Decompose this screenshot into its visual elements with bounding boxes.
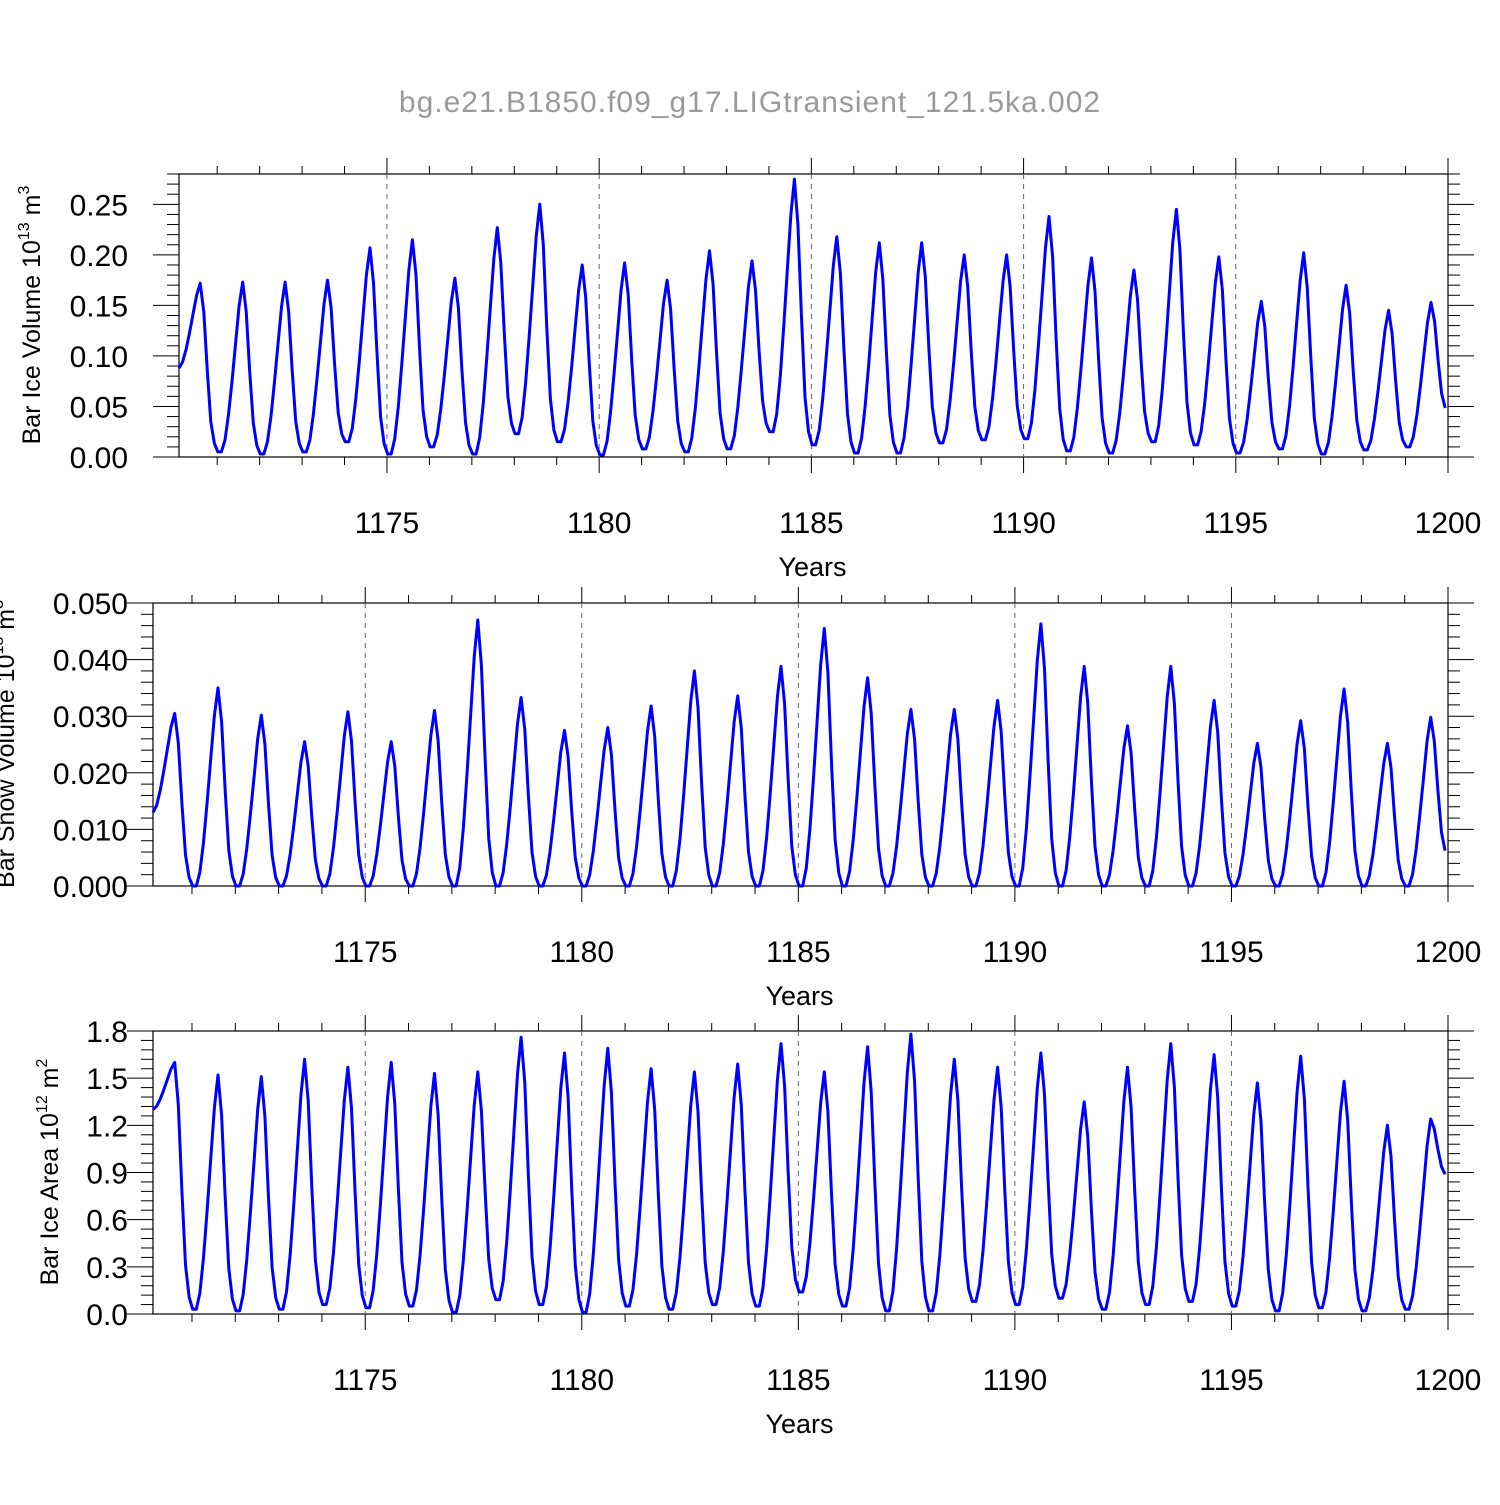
y-tick-label: 0.00 xyxy=(70,442,128,475)
x-tick-label: 1185 xyxy=(766,936,831,969)
x-axis-title: Years xyxy=(765,1409,833,1439)
y-tick-label: 0.10 xyxy=(70,341,128,374)
series-line xyxy=(151,1032,1447,1314)
x-axis-title: Years xyxy=(765,981,833,1011)
panel-ice-area: 1175 1180 1185 1190 1195 1200 Years 0.0 0.3 0.6 0.… xyxy=(34,1015,1481,1439)
x-tick-label: 1175 xyxy=(355,507,420,540)
chart-title: bg.e21.B1850.f09_g17.LIGtransient_121.5k… xyxy=(399,86,1101,119)
x-tick-label: 1180 xyxy=(567,507,632,540)
x-tick-label: 1190 xyxy=(983,1364,1048,1397)
y-tick-label: 0.0 xyxy=(86,1299,128,1332)
x-tick-label: 1200 xyxy=(1415,507,1482,540)
series-line xyxy=(177,177,1447,457)
y-axis-title: Bar Ice Volume 1013 m3 xyxy=(16,186,46,445)
x-tick-label: 1195 xyxy=(1204,507,1269,540)
x-tick-label: 1175 xyxy=(333,936,398,969)
y-tick-label: 0.25 xyxy=(70,189,128,222)
panel-ice-volume: 1175 1180 1185 1190 1195 1200 Years 0.00 0.05 0.1… xyxy=(16,158,1481,582)
y-tick-label: 0.050 xyxy=(53,588,128,621)
y-tick-label: 0.040 xyxy=(53,645,128,678)
plot-frame xyxy=(152,602,1449,887)
x-tick-label: 1180 xyxy=(550,1364,615,1397)
y-tick-label: 0.05 xyxy=(70,391,128,424)
x-tick-label: 1190 xyxy=(983,936,1048,969)
x-tick-label: 1200 xyxy=(1415,936,1482,969)
x-tick-label: 1200 xyxy=(1415,1364,1482,1397)
y-tick-label: 0.20 xyxy=(70,240,128,273)
x-tick-label: 1190 xyxy=(991,507,1056,540)
y-tick-label: 0.020 xyxy=(53,758,128,791)
y-tick-label: 0.3 xyxy=(86,1252,128,1285)
y-tick-label: 1.2 xyxy=(86,1110,128,1143)
y-tick-label: 0.6 xyxy=(86,1205,128,1238)
x-tick-label: 1195 xyxy=(1199,936,1264,969)
x-tick-label: 1175 xyxy=(333,1364,398,1397)
x-tick-label: 1185 xyxy=(779,507,844,540)
y-axis-title: Bar Ice Area 1012 m2 xyxy=(34,1059,64,1286)
panel-snow-volume: 1175 1180 1185 1190 1195 1200 Years 0.000 0.010 0… xyxy=(0,587,1481,1011)
y-tick-label: 1.5 xyxy=(86,1063,128,1096)
y-tick-label: 0.9 xyxy=(86,1158,128,1191)
x-tick-label: 1195 xyxy=(1199,1364,1264,1397)
y-tick-label: 0.15 xyxy=(70,290,128,323)
y-tick-label: 0.000 xyxy=(53,871,128,904)
y-axis-title: Bar Snow Volume 1013 m3 xyxy=(0,600,20,888)
series-line xyxy=(151,618,1447,888)
x-axis-title: Years xyxy=(778,552,846,582)
x-tick-label: 1180 xyxy=(550,936,615,969)
x-tick-label: 1185 xyxy=(766,1364,831,1397)
y-tick-label: 0.010 xyxy=(53,814,128,847)
y-tick-label: 0.030 xyxy=(53,701,128,734)
y-tick-label: 1.8 xyxy=(86,1016,128,1049)
